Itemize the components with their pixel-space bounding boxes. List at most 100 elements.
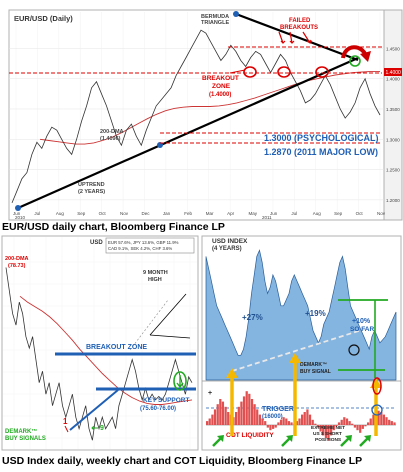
psychological-level-label: 1.3000 (PSYCHOLOGICAL)	[264, 133, 379, 143]
cot-bar	[261, 418, 264, 425]
usd-index-demark: DEMARK™	[300, 362, 327, 368]
usd-support-uptrend	[69, 389, 119, 431]
eurusd-x-tick-label: Nov	[120, 211, 129, 216]
usd-daily-title: USD	[90, 240, 103, 246]
cot-bar	[211, 414, 214, 425]
cot-bar	[340, 419, 343, 425]
eurusd-x-tick-label: Feb	[184, 211, 192, 216]
cot-bar	[335, 425, 338, 427]
cot-bar	[277, 422, 280, 425]
cot-bar	[206, 421, 209, 425]
green-arrow-1	[212, 437, 222, 447]
eurusd-x-tick-label: Oct	[99, 211, 107, 216]
uptrend-label: UPTREND	[78, 182, 105, 188]
usd-index-area	[205, 249, 397, 381]
usd-daily-grid	[3, 237, 197, 449]
cot-bar	[285, 418, 288, 425]
cot-bar	[287, 421, 291, 425]
dma-value-label: (1.4096)	[100, 136, 121, 142]
eurusd-y-tick-label: 1.4000	[386, 77, 400, 82]
trend-cross-point	[349, 55, 361, 67]
usd-green-circle	[173, 371, 187, 391]
eurusd-x-tick-label: Apr	[227, 211, 235, 216]
cot-trigger-value: (16000)	[262, 414, 283, 420]
cot-bar	[279, 419, 283, 425]
eurusd-x-tick-label: Jan	[163, 211, 171, 216]
breakout-circle-1	[243, 66, 257, 78]
cot-short-label: US $ SHORT	[313, 431, 342, 437]
cot-bar	[216, 404, 219, 425]
cot-bar	[248, 393, 251, 425]
breakouts-label: BREAKOUTS	[280, 25, 318, 31]
cot-bar	[213, 409, 217, 425]
eurusd-x-tick-label: Sep	[77, 211, 86, 216]
cot-bar	[367, 422, 370, 425]
usd-dashed-pointer	[129, 299, 169, 351]
eurusd-grid	[9, 12, 384, 212]
eurusd-x-tick-label: Nov	[377, 211, 386, 216]
cot-blue-circle	[371, 404, 383, 416]
cot-bar	[372, 414, 375, 425]
usd-daily-frame	[1, 235, 199, 451]
cot-bar	[393, 422, 396, 425]
eurusd-y-ticks: 1.4500 1.4000 1.3500 1.3000 1.2500 1.2000	[386, 46, 400, 203]
failed-breakout-arrow-2	[289, 31, 295, 44]
eurusd-x-tick-label: Dec	[141, 211, 150, 216]
eurusd-title: EUR/USD (Daily)	[14, 14, 73, 23]
usd-demark-label: DEMARK™	[5, 428, 37, 435]
dma-label: 200-DMA	[100, 129, 124, 135]
cot-bar	[301, 414, 304, 425]
eurusd-y-tick-label: 1.4500	[386, 46, 400, 51]
breakout-zone-pointer	[229, 69, 246, 74]
cot-bar	[327, 425, 330, 441]
price-marker-14000-text: 1.4000	[386, 70, 402, 76]
usd-index-so-far: SO FAR	[350, 326, 375, 333]
failed-label: FAILED	[289, 18, 311, 24]
green-arrows	[212, 435, 371, 447]
eurusd-x-tick-label: Jun	[270, 211, 278, 216]
cot-bar	[337, 422, 341, 425]
cot-plus-label: +	[208, 390, 212, 397]
cot-bar	[303, 412, 306, 425]
usd-daily-panel: USD EUR 57.6%, JPY 13.6%, GBP 11.9% CAD …	[1, 235, 199, 451]
failed-breakout-arrow-1	[278, 31, 286, 44]
cot-bar	[258, 414, 262, 425]
cot-red-circle	[372, 377, 382, 395]
eurusd-y-tick-label: 1.2000	[386, 198, 400, 203]
cot-bar	[224, 406, 227, 425]
eurusd-x-tick-label: Aug	[313, 211, 322, 216]
eurusd-x-tick-label: May	[249, 211, 258, 216]
cot-bar	[237, 406, 240, 425]
cot-bar	[345, 418, 349, 425]
usd-triangle-bottom	[149, 334, 191, 339]
cot-bar	[348, 421, 351, 425]
cot-bar	[353, 425, 357, 428]
cot-bar	[380, 412, 383, 425]
eurusd-x-tick-label: Oct	[356, 211, 364, 216]
cot-bar	[311, 419, 314, 425]
cot-bars	[206, 391, 396, 441]
usd-index-plus10: +10%	[352, 318, 371, 325]
cot-bar	[322, 425, 325, 436]
cot-bar	[356, 425, 359, 431]
green-arrow-4	[359, 437, 369, 447]
usd-index-title: USD INDEX	[212, 238, 248, 245]
cot-bar	[388, 419, 391, 425]
green-arrow-2	[281, 437, 291, 447]
cot-bar	[219, 399, 222, 425]
cot-bar	[361, 425, 364, 429]
cot-bar	[250, 399, 254, 425]
usd-200dma-line	[19, 295, 193, 405]
cot-positions-label: POSITIONS	[315, 437, 342, 443]
usd-200dma-label: 200-DMA	[5, 256, 29, 262]
triangle-label: TRIANGLE	[201, 20, 229, 26]
cot-bar	[316, 425, 320, 428]
usd-green-down-arrow	[176, 375, 184, 389]
cot-bar	[272, 425, 275, 429]
breakout-label: BREAKOUT	[202, 75, 239, 82]
caption-top: EUR/USD daily chart, Bloomberg Finance L…	[2, 221, 225, 233]
cot-bar	[324, 425, 328, 438]
cot-bar	[377, 410, 380, 425]
usd-buy-signals-label: BUY SIGNALS	[5, 436, 46, 442]
